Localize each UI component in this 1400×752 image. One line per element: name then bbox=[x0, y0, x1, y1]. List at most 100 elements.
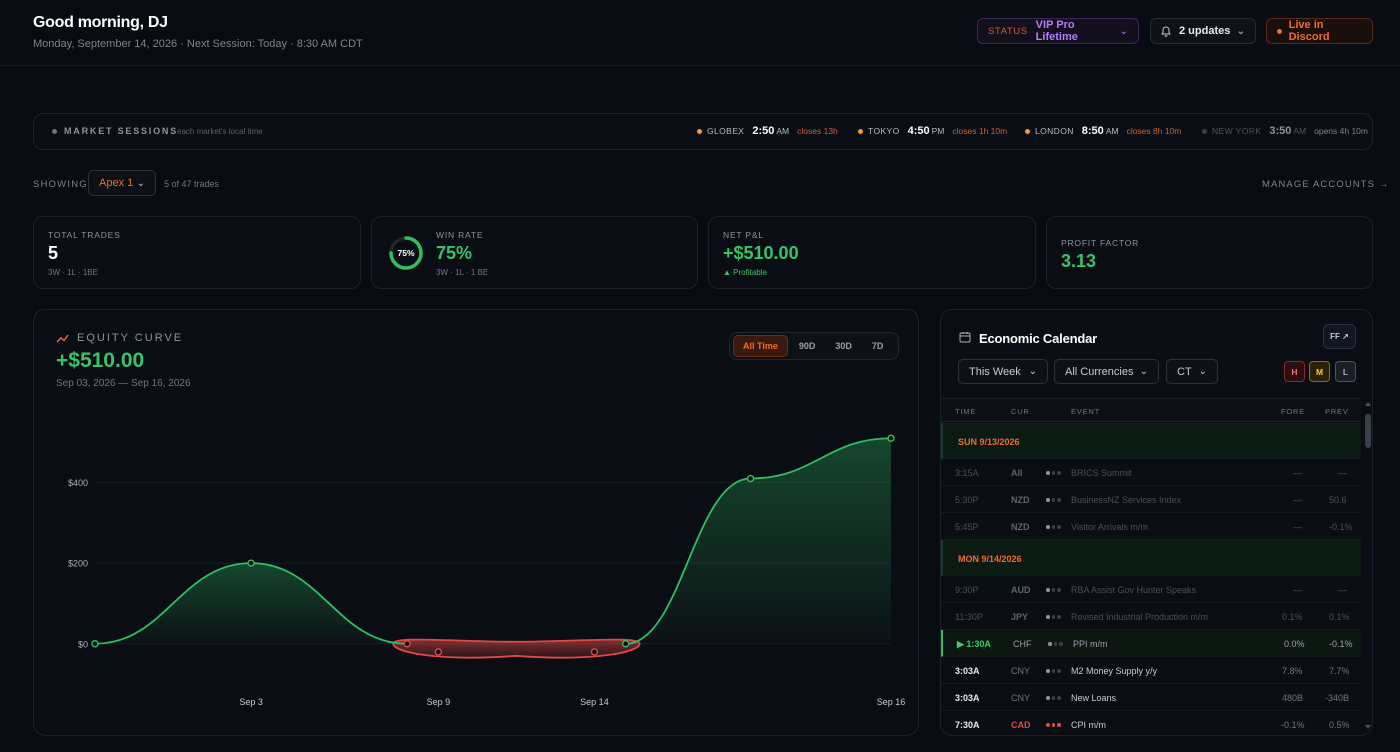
forexfactory-link-button[interactable]: FF ↗ bbox=[1323, 324, 1356, 349]
manage-accounts-link[interactable]: MANAGE ACCOUNTS → bbox=[1262, 179, 1390, 190]
event-name: BusinessNZ Services Index bbox=[1071, 495, 1182, 505]
live-dot-icon bbox=[1277, 28, 1282, 34]
win-rate-card: 75% WIN RATE 75% 3W · 1L · 1 BE bbox=[371, 216, 698, 289]
impact-dots-icon bbox=[1046, 696, 1061, 700]
area-positive bbox=[95, 563, 408, 644]
range-7d[interactable]: 7D bbox=[871, 341, 884, 351]
market-ampm: AM bbox=[1293, 126, 1307, 136]
event-currency: CHF bbox=[1013, 639, 1032, 649]
impact-dots-icon bbox=[1046, 669, 1061, 673]
event-forecast: — bbox=[1293, 495, 1302, 505]
impact-dots-icon bbox=[1048, 642, 1063, 646]
event-row[interactable]: 3:03A CNY New Loans 480B -340B bbox=[941, 684, 1361, 711]
event-forecast: 480B bbox=[1282, 693, 1304, 703]
event-time: 7:30A bbox=[955, 720, 980, 730]
event-name: PPI m/m bbox=[1073, 639, 1108, 649]
market-name: NEW YORK bbox=[1212, 126, 1262, 136]
card-value: 75% bbox=[436, 243, 473, 263]
event-row-current[interactable]: ▶ 1:30A CHF PPI m/m 0.0% -0.1% bbox=[941, 630, 1361, 657]
week-select[interactable]: This Week ⌄ bbox=[958, 359, 1048, 384]
impact-low-toggle[interactable]: L bbox=[1335, 361, 1356, 382]
event-row[interactable]: 7:30A CAD CPI m/m -0.1% 0.5% bbox=[941, 711, 1361, 735]
x-tick-label: Sep 9 bbox=[427, 697, 451, 707]
live-discord-button[interactable]: Live in Discord bbox=[1266, 18, 1373, 44]
chevron-down-icon: ⌄ bbox=[1028, 366, 1037, 377]
event-currency: NZD bbox=[1011, 495, 1030, 505]
sessions-subtitle: each market's local time bbox=[177, 127, 263, 136]
chevron-down-icon: ⌄ bbox=[1119, 25, 1128, 37]
status-dropdown[interactable]: STATUS VIP Pro Lifetime ⌄ bbox=[977, 18, 1139, 44]
range-30d[interactable]: 30D bbox=[835, 341, 852, 351]
equity-title-wrap: EQUITY CURVE bbox=[56, 332, 183, 344]
event-name: M2 Money Supply y/y bbox=[1071, 666, 1158, 676]
sessions-title-wrap: MARKET SESSIONS bbox=[52, 126, 178, 136]
scroll-thumb bbox=[1365, 414, 1371, 448]
market-sessions-bar: MARKET SESSIONS each market's local time… bbox=[33, 113, 1373, 150]
currency-select[interactable]: All Currencies ⌄ bbox=[1054, 359, 1159, 384]
card-label: NET P&L bbox=[723, 230, 764, 240]
updates-label: 2 updates bbox=[1179, 25, 1231, 37]
market-name: GLOBEX bbox=[707, 126, 745, 136]
event-previous: 0.5% bbox=[1329, 720, 1350, 730]
card-label: TOTAL TRADES bbox=[48, 230, 121, 240]
impact-high-toggle[interactable]: H bbox=[1284, 361, 1305, 382]
card-value: +$510.00 bbox=[723, 243, 799, 263]
data-point bbox=[746, 474, 755, 483]
week-value: This Week bbox=[969, 365, 1021, 378]
equity-title: EQUITY CURVE bbox=[77, 332, 184, 344]
y-tick-label: $200 bbox=[68, 559, 88, 569]
equity-curve-panel: EQUITY CURVE +$510.00 Sep 03, 2026 — Sep… bbox=[33, 309, 919, 736]
event-forecast: 7.8% bbox=[1282, 666, 1303, 676]
event-row[interactable]: 11:30P JPY Revised Industrial Production… bbox=[941, 603, 1361, 630]
col-event: EVENT bbox=[1071, 407, 1101, 416]
event-row[interactable]: 3:15A All BRICS Summit — — bbox=[941, 459, 1361, 486]
range-all-time[interactable]: All Time bbox=[733, 335, 788, 357]
event-currency: All bbox=[1011, 468, 1023, 478]
card-sub: ▲ Profitable bbox=[723, 268, 767, 277]
account-value: Apex 1 bbox=[99, 177, 134, 189]
net-pnl-card: NET P&L +$510.00 ▲ Profitable bbox=[708, 216, 1036, 289]
event-row[interactable]: 5:30P NZD BusinessNZ Services Index — 50… bbox=[941, 486, 1361, 513]
event-previous: 0.1% bbox=[1329, 612, 1350, 622]
session-dot-icon bbox=[858, 128, 863, 134]
area-negative bbox=[392, 638, 641, 659]
area-positive bbox=[625, 438, 891, 644]
card-sub: 3W · 1L · 1 BE bbox=[436, 268, 489, 277]
event-time: 3:03A bbox=[955, 666, 980, 676]
market-london: LONDON 8:50 AM closes 8h 10m bbox=[1025, 125, 1181, 137]
calendar-scrollbar[interactable] bbox=[1362, 398, 1373, 736]
event-time: 3:15A bbox=[955, 468, 979, 478]
event-currency: CNY bbox=[1011, 666, 1031, 676]
card-sub: 3W · 1L · 1BE bbox=[48, 268, 98, 277]
session-dot-icon bbox=[697, 128, 702, 134]
market-time: 8:50 bbox=[1081, 125, 1104, 137]
event-name: BRICS Summit bbox=[1071, 468, 1132, 478]
calendar-table-header: TIME CUR EVENT FORE PREV bbox=[941, 398, 1361, 422]
event-time: 11:30P bbox=[955, 612, 983, 622]
market-ampm: PM bbox=[931, 126, 945, 136]
bell-icon bbox=[1161, 25, 1171, 37]
impact-medium-toggle[interactable]: M bbox=[1309, 361, 1330, 382]
market-name: TOKYO bbox=[868, 126, 900, 136]
event-row[interactable]: 5:45P NZD Visitor Arrivals m/m — -0.1% bbox=[941, 513, 1361, 540]
discord-label: Live in Discord bbox=[1288, 19, 1330, 43]
range-90d[interactable]: 90D bbox=[798, 341, 816, 351]
event-forecast: — bbox=[1293, 585, 1302, 595]
top-bar bbox=[0, 0, 1400, 66]
chevron-down-icon: ⌄ bbox=[1198, 366, 1207, 377]
event-name: Visitor Arrivals m/m bbox=[1071, 522, 1148, 532]
event-forecast: 0.0% bbox=[1284, 639, 1305, 649]
updates-button[interactable]: 2 updates ⌄ bbox=[1150, 18, 1256, 44]
timezone-select[interactable]: CT ⌄ bbox=[1166, 359, 1218, 384]
event-row[interactable]: 9:30P AUD RBA Assist Gov Hunter Speaks —… bbox=[941, 576, 1361, 603]
account-select[interactable]: Apex 1 ⌄ bbox=[88, 170, 156, 196]
scroll-down-icon bbox=[1365, 725, 1371, 729]
range-selector: All Time 90D 30D 7D bbox=[729, 332, 899, 360]
market-name: LONDON bbox=[1035, 126, 1074, 136]
event-forecast: — bbox=[1293, 468, 1302, 478]
event-name: CPI m/m bbox=[1071, 720, 1106, 730]
data-point bbox=[434, 648, 443, 656]
card-label: PROFIT FACTOR bbox=[1061, 238, 1140, 248]
chevron-down-icon: ⌄ bbox=[1236, 25, 1245, 37]
event-row[interactable]: 3:03A CNY M2 Money Supply y/y 7.8% 7.7% bbox=[941, 657, 1361, 684]
